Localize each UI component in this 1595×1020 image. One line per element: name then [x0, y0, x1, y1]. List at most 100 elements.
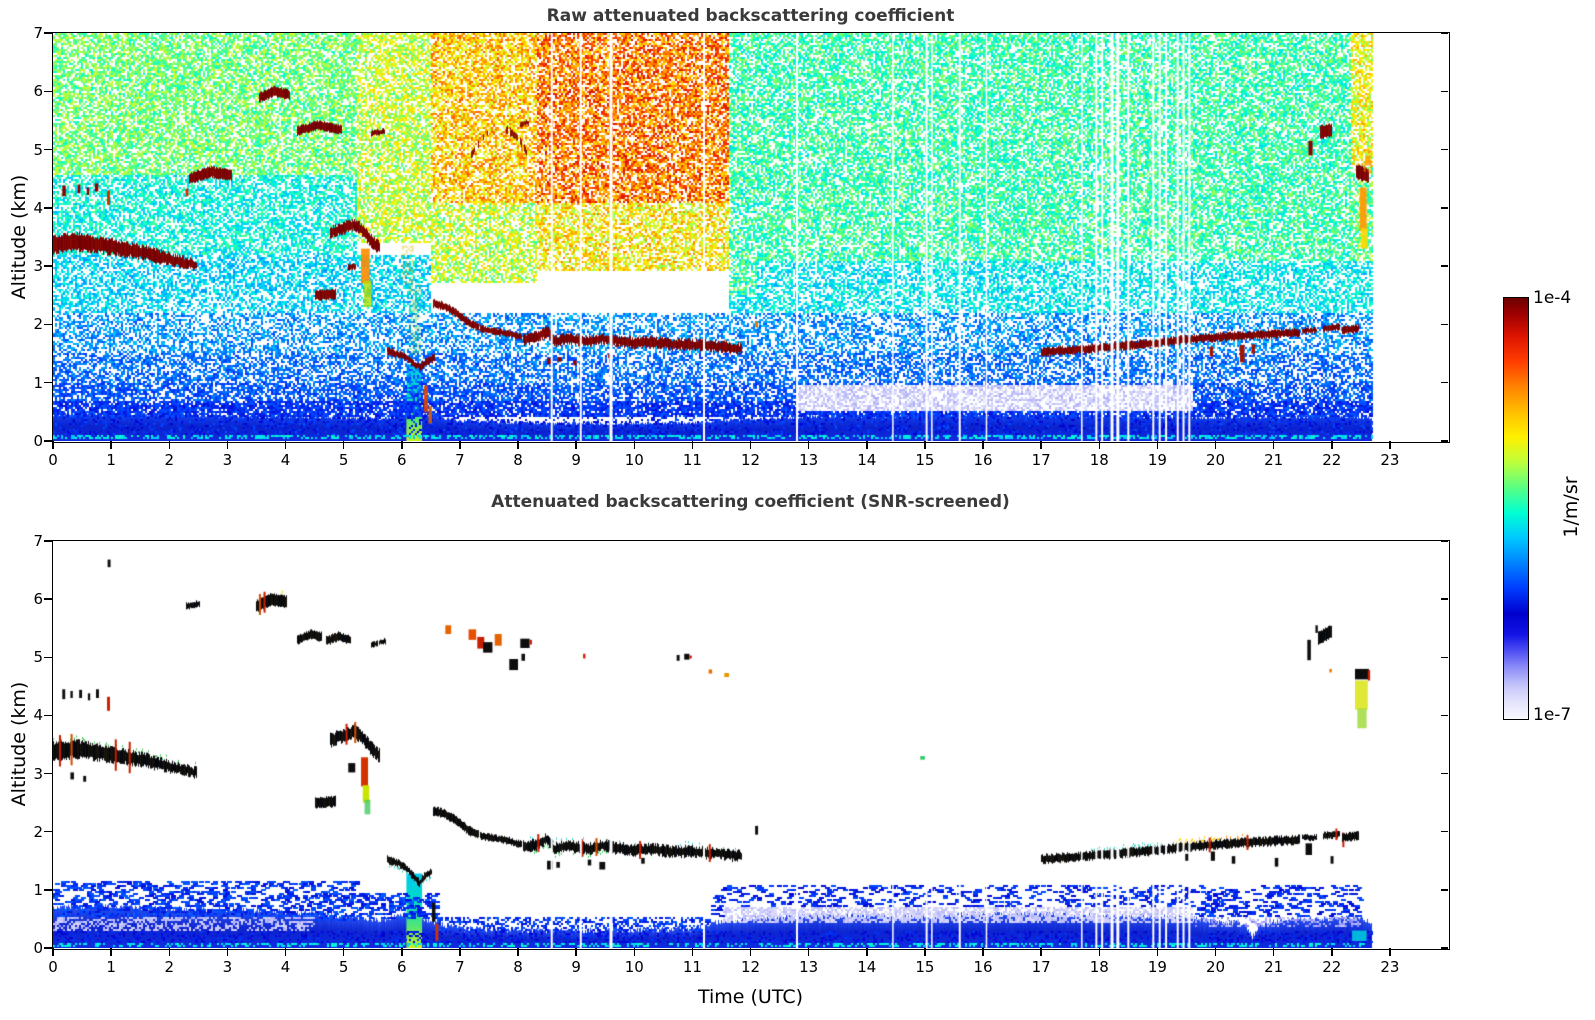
- x-tick-label: 3: [222, 958, 233, 976]
- x-tick-label: 11: [682, 958, 702, 976]
- y-tick-right: [1441, 381, 1448, 384]
- x-tick: [1331, 441, 1333, 449]
- x-tick-label: 15: [915, 451, 935, 469]
- x-tick-label: 4: [280, 451, 291, 469]
- y-tick-label: 7: [33, 532, 43, 550]
- y-tick: [43, 540, 52, 542]
- y-tick: [43, 90, 52, 93]
- x-tick-label: 9: [571, 958, 581, 976]
- x-tick-label: 5: [338, 958, 349, 976]
- x-tick-label: 20: [1205, 451, 1226, 469]
- x-tick: [401, 948, 403, 956]
- x-tick-label: 14: [857, 958, 877, 976]
- y-tick: [43, 656, 52, 659]
- x-tick-label: 10: [624, 958, 644, 976]
- y-tick-right: [1441, 32, 1448, 34]
- x-tick-label: 21: [1264, 958, 1284, 976]
- y-tick-right: [1441, 265, 1448, 267]
- y-tick: [43, 323, 52, 326]
- x-tick-label: 7: [455, 958, 465, 976]
- x-tick-label: 10: [624, 451, 644, 469]
- x-tick: [866, 948, 868, 956]
- x-tick-label: 8: [513, 958, 523, 976]
- y-tick-label: 0: [33, 939, 43, 957]
- screened-y-axis-label: Altitude (km): [8, 681, 30, 807]
- colorbar-unit-label: 1/m/sr: [1560, 476, 1582, 538]
- x-tick-label: 12: [740, 451, 761, 469]
- x-tick: [1214, 948, 1217, 956]
- x-tick: [691, 948, 694, 956]
- x-tick: [575, 948, 577, 956]
- raw-panel: Raw attenuated backscattering coefficien…: [8, 6, 1450, 469]
- x-tick: [807, 441, 810, 449]
- colorbar-max-label: 1e-4: [1533, 288, 1572, 308]
- raw-backscatter-heatmap: [53, 33, 1448, 441]
- x-tick-label: 2: [164, 958, 175, 976]
- x-tick-label: 0: [48, 958, 58, 976]
- x-tick-label: 3: [222, 451, 233, 469]
- x-tick: [924, 441, 926, 449]
- y-tick: [43, 148, 52, 151]
- y-tick: [43, 772, 52, 775]
- x-tick-label: 11: [682, 451, 702, 469]
- x-tick: [52, 948, 54, 956]
- x-tick: [1331, 948, 1333, 956]
- x-tick: [1214, 441, 1217, 449]
- y-tick-right: [1441, 656, 1448, 659]
- y-tick: [43, 714, 52, 717]
- y-tick-right: [1441, 889, 1448, 891]
- x-axis-label: Time (UTC): [697, 986, 804, 1008]
- x-tick: [459, 441, 461, 449]
- x-tick-label: 5: [338, 451, 349, 469]
- y-tick-label: 1: [33, 880, 43, 899]
- x-tick: [924, 948, 926, 956]
- y-tick: [43, 207, 52, 209]
- x-tick: [633, 948, 635, 956]
- y-tick-label: 3: [33, 257, 43, 276]
- y-tick-right: [1441, 947, 1448, 949]
- screened-panel-title: Attenuated backscattering coefficient (S…: [491, 492, 1010, 512]
- x-tick-label: 16: [973, 451, 993, 469]
- x-tick: [110, 948, 112, 956]
- y-tick: [43, 265, 52, 267]
- x-tick-label: 23: [1380, 451, 1400, 469]
- x-tick: [517, 948, 519, 956]
- y-tick: [43, 32, 52, 34]
- y-tick: [43, 381, 52, 384]
- y-tick-right: [1441, 772, 1448, 775]
- y-tick-label: 6: [33, 590, 43, 609]
- x-tick-label: 15: [915, 958, 935, 976]
- x-tick: [633, 441, 635, 449]
- x-tick: [1272, 948, 1275, 956]
- x-tick: [1040, 948, 1042, 956]
- y-tick-right: [1441, 207, 1448, 209]
- x-tick-label: 18: [1089, 958, 1109, 976]
- x-tick: [401, 441, 403, 449]
- y-tick-label: 2: [33, 822, 43, 841]
- y-tick-right: [1441, 323, 1448, 326]
- x-tick: [168, 948, 170, 956]
- x-tick: [1156, 948, 1159, 956]
- x-tick-label: 17: [1031, 451, 1051, 469]
- x-tick: [284, 948, 287, 956]
- x-tick-label: 13: [799, 451, 819, 469]
- x-tick-label: 17: [1031, 958, 1051, 976]
- x-tick: [226, 948, 229, 956]
- y-tick-label: 1: [33, 373, 43, 392]
- x-tick-label: 7: [455, 451, 465, 469]
- x-tick: [168, 441, 170, 449]
- x-tick-label: 22: [1322, 958, 1342, 976]
- x-tick: [342, 441, 345, 449]
- x-tick-label: 14: [857, 451, 877, 469]
- x-tick-label: 23: [1380, 958, 1400, 976]
- y-tick-label: 6: [33, 82, 43, 101]
- colorbar-min-label: 1e-7: [1533, 705, 1572, 725]
- x-tick-label: 8: [513, 451, 523, 469]
- x-tick-label: 2: [164, 451, 175, 469]
- x-tick-label: 21: [1264, 451, 1284, 469]
- y-tick-right: [1441, 148, 1448, 151]
- x-tick: [1156, 441, 1159, 449]
- x-tick: [691, 441, 694, 449]
- raw-panel-title: Raw attenuated backscattering coefficien…: [546, 6, 955, 26]
